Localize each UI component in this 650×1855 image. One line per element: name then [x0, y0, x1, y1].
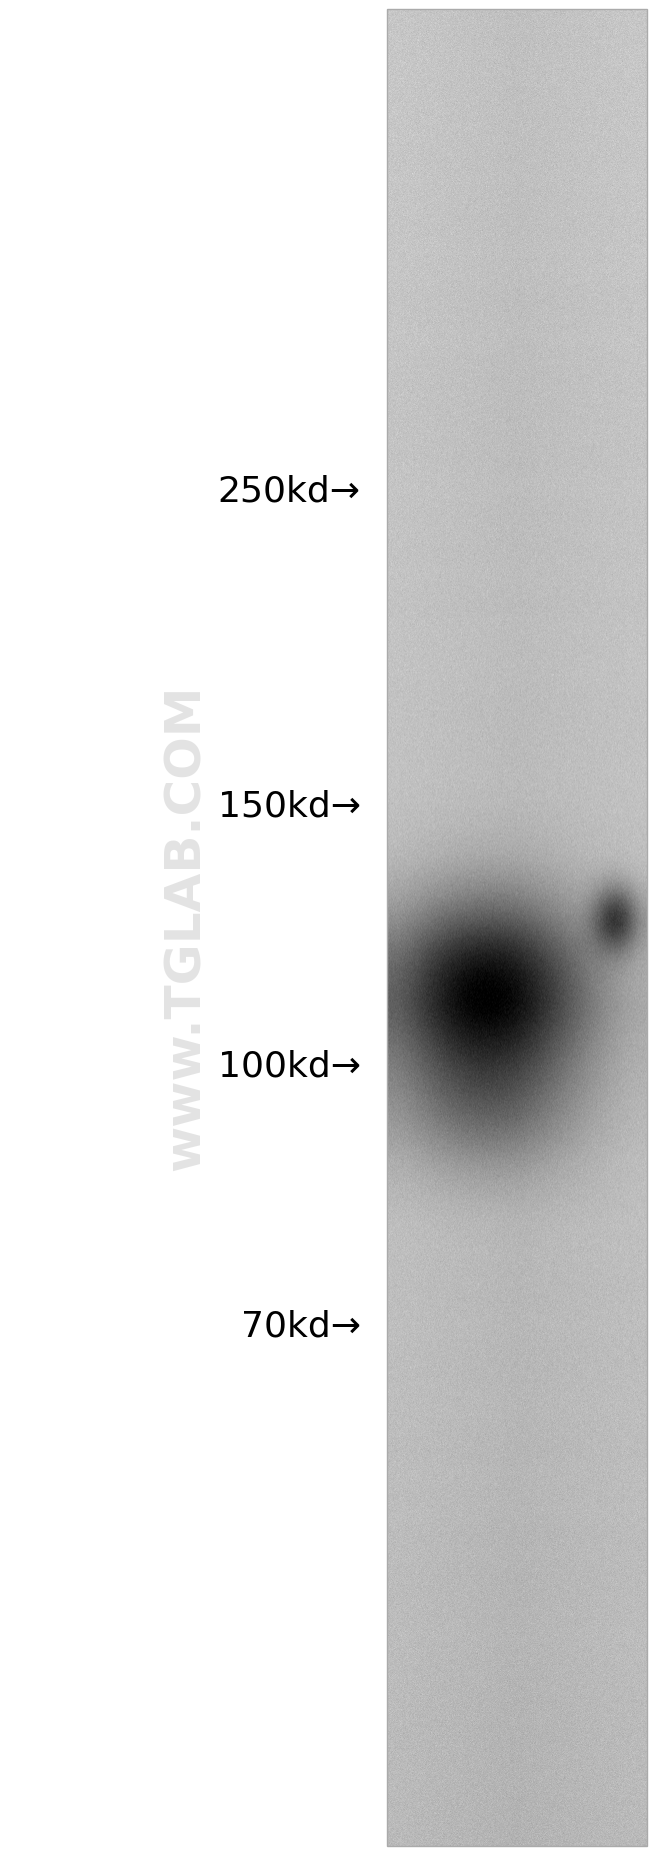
Text: www.TGLAB.COM: www.TGLAB.COM — [161, 684, 209, 1171]
Text: 100kd→: 100kd→ — [218, 1050, 361, 1083]
Text: 70kd→: 70kd→ — [240, 1310, 361, 1343]
Text: 250kd→: 250kd→ — [218, 475, 361, 508]
Bar — [387, 9, 647, 1846]
Text: 150kd→: 150kd→ — [218, 790, 361, 824]
